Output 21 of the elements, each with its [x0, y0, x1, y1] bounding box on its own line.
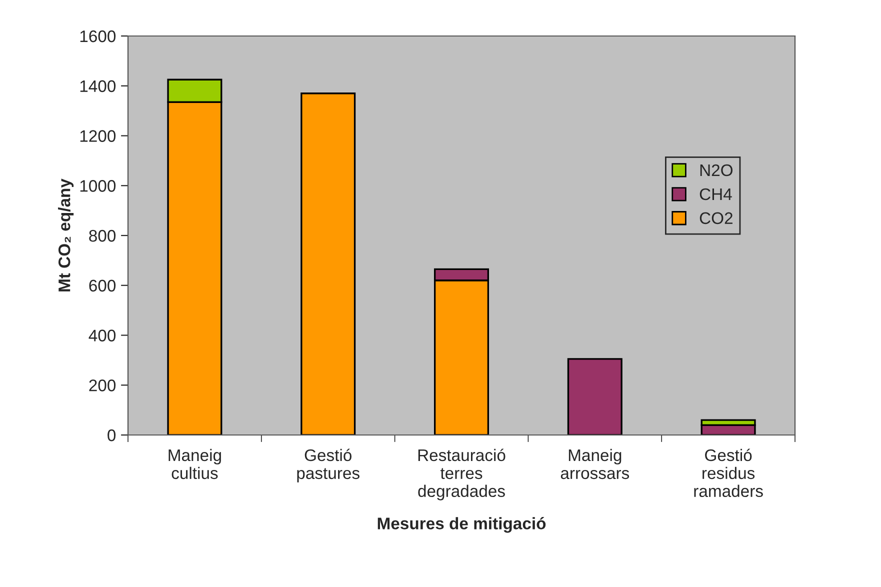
y-axis-title: Mt CO₂ eq/any [58, 178, 74, 292]
y-tick-label: 1200 [80, 130, 116, 142]
x-tick-label: Maneig arrossars [560, 448, 630, 480]
bar [300, 92, 356, 435]
y-tick-label: 0 [108, 429, 116, 442]
bar [567, 358, 622, 435]
legend-label: CH4 [700, 188, 732, 200]
legend-label: N2O [700, 164, 733, 176]
y-tick-label: 1600 [80, 30, 116, 42]
x-tick-label: Gestió pastures [297, 448, 360, 482]
y-tick-label: 1000 [80, 180, 116, 192]
x-tick-label: Restauració terres degradades [418, 448, 506, 500]
x-tick-label: Gestió residus ramaders [694, 448, 763, 498]
y-tick-label: 200 [89, 380, 116, 392]
x-axis-title: Mesures de mitigació [378, 516, 546, 533]
y-tick-label: 600 [89, 280, 116, 292]
legend-label: CO2 [700, 212, 732, 224]
y-tick-label: 1400 [80, 80, 116, 92]
y-tick-label: 800 [89, 230, 116, 242]
x-tick-label: Maneig cultius [168, 448, 221, 480]
y-tick-label: 400 [88, 330, 116, 342]
